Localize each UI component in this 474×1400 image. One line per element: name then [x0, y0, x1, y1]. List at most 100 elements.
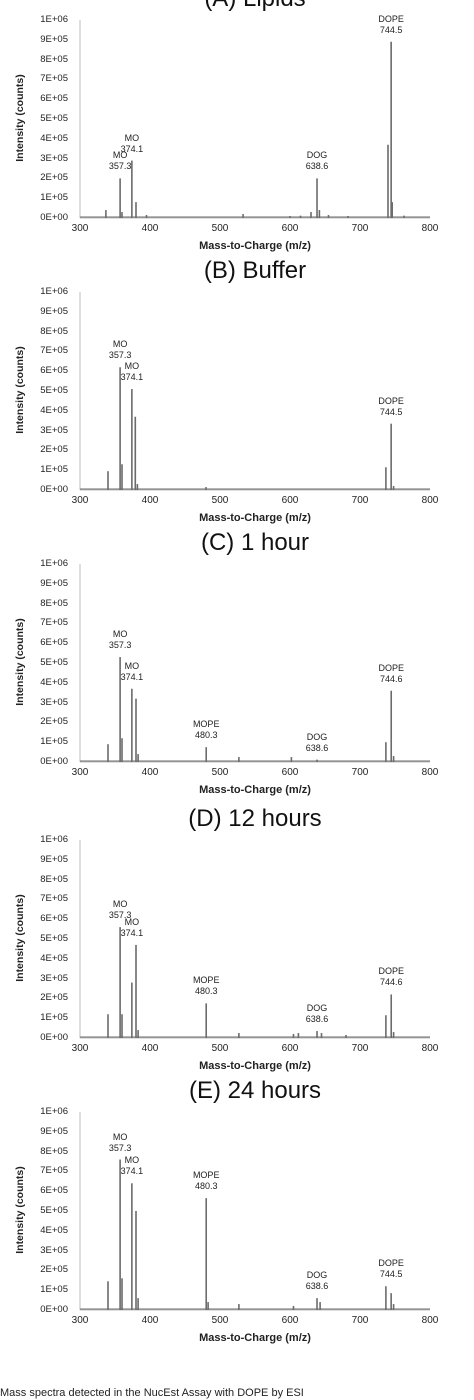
peak-mz: 480.3	[194, 730, 218, 741]
x-tick-label: 700	[351, 495, 369, 506]
y-tick-label: 3E+05	[40, 152, 68, 164]
y-axis-label: Intensity (counts)	[14, 618, 26, 706]
chart-title: (E) 24 hours	[188, 1077, 322, 1104]
y-tick-label: 1E+06	[40, 14, 68, 25]
y-tick-label: 4E+05	[40, 676, 68, 688]
peak-mz: 357.3	[108, 1142, 132, 1153]
x-tick-label: 700	[351, 767, 369, 778]
y-tick-label: 7E+05	[40, 617, 68, 629]
y-tick-label: 1E+05	[40, 1284, 68, 1296]
chart-panel-4: (D) 12 hours 0E+00 1E+05 2E+05 3E+05 4E+05 5E+…	[0, 806, 474, 1090]
peak-name: DOPE	[378, 966, 404, 977]
peak-mz: 638.6	[305, 1014, 329, 1025]
peak-name: MOPE	[192, 975, 220, 986]
x-tick-label: 500	[211, 223, 229, 234]
y-tick-label: 1E+06	[40, 286, 68, 297]
peak-label-dope: DOPE 744.5	[361, 1258, 421, 1280]
y-tick-label: 8E+05	[40, 53, 68, 65]
peak-name: DOG	[306, 1003, 328, 1014]
y-tick-label: 0E+00	[40, 756, 68, 767]
peak-name: MO	[124, 132, 140, 143]
peak-name: MO	[124, 916, 140, 927]
peak-label-mope: MOPE 480.3	[176, 975, 236, 997]
peak-mz: 480.3	[194, 986, 218, 997]
y-tick-label: 2E+05	[40, 444, 68, 456]
peak-label-dope: DOPE 744.6	[361, 966, 421, 988]
peak-mz: 638.6	[305, 161, 329, 172]
x-tick-label: 500	[211, 495, 229, 506]
chart-panel-1: (A) Lipids 0E+00 1E+05 2E+05 3E+05 4E+05 5E+05…	[0, 0, 474, 270]
y-tick-label: 6E+05	[40, 1185, 68, 1197]
y-tick-label: 1E+05	[40, 736, 68, 748]
peak-label-dope: DOPE 744.6	[361, 663, 421, 685]
x-tick-label: 800	[421, 223, 439, 234]
y-tick-label: 8E+05	[40, 325, 68, 337]
chart-panel-5: (E) 24 hours 0E+00 1E+05 2E+05 3E+05 4E+05 5E+…	[0, 1078, 474, 1362]
peak-name: MOPE	[192, 719, 220, 730]
x-tick-label: 500	[211, 1315, 229, 1326]
y-tick-label: 2E+05	[40, 992, 68, 1004]
y-axis-label: Intensity (counts)	[14, 346, 26, 434]
y-tick-label: 1E+05	[40, 1012, 68, 1024]
y-tick-label: 8E+05	[40, 873, 68, 885]
peak-name: DOG	[306, 1270, 328, 1281]
peak-mz: 374.1	[120, 927, 144, 938]
x-tick-label: 600	[281, 1315, 299, 1326]
y-tick-label: 1E+05	[40, 192, 68, 204]
peak-label-mo: MO 357.3	[90, 150, 150, 172]
peak-label-dog: DOG 638.6	[287, 1003, 347, 1025]
x-tick-label: 600	[281, 223, 299, 234]
peak-mz: 357.3	[108, 640, 132, 651]
y-tick-label: 1E+06	[40, 558, 68, 569]
y-tick-label: 2E+05	[40, 716, 68, 728]
y-tick-label: 1E+06	[40, 1106, 68, 1117]
y-tick-label: 1E+05	[40, 464, 68, 476]
y-tick-label: 4E+05	[40, 952, 68, 964]
peak-name: MO	[112, 150, 128, 161]
x-axis-label: Mass-to-Charge (m/z)	[199, 512, 311, 524]
y-tick-label: 0E+00	[40, 1032, 68, 1043]
y-tick-label: 0E+00	[40, 1304, 68, 1315]
x-tick-label: 800	[421, 767, 439, 778]
chart-title: (B) Buffer	[203, 257, 307, 284]
y-tick-label: 1E+06	[40, 834, 68, 845]
y-tick-label: 5E+05	[40, 1205, 68, 1216]
x-tick-label: 700	[351, 223, 369, 234]
spectrum-plot	[79, 1112, 430, 1311]
peak-label-dog: DOG 638.6	[287, 732, 347, 754]
peak-label-mo: MO 374.1	[102, 1155, 162, 1177]
peak-label-mo: MO 357.3	[90, 339, 150, 361]
y-tick-label: 8E+05	[40, 1145, 68, 1157]
y-tick-label: 6E+05	[40, 913, 68, 925]
peak-mz: 374.1	[120, 143, 144, 154]
peak-name: MOPE	[192, 1170, 220, 1181]
peak-label-mo: MO 374.1	[102, 917, 162, 939]
y-tick-label: 2E+05	[40, 172, 68, 184]
y-tick-label: 5E+05	[40, 933, 68, 944]
y-axis-label: Intensity (counts)	[14, 894, 26, 982]
y-tick-label: 4E+05	[40, 404, 68, 416]
peak-mz: 744.5	[379, 406, 403, 417]
x-tick-label: 800	[421, 1315, 439, 1326]
y-tick-label: 0E+00	[40, 484, 68, 495]
y-tick-label: 5E+05	[40, 657, 68, 668]
x-tick-label: 400	[141, 767, 159, 778]
spectrum-plot	[79, 840, 430, 1039]
y-tick-label: 6E+05	[40, 637, 68, 649]
y-tick-label: 3E+05	[40, 972, 68, 984]
x-tick-label: 300	[71, 767, 89, 778]
y-axis-label: Intensity (counts)	[14, 74, 26, 162]
y-tick-label: 9E+05	[40, 1125, 68, 1137]
y-tick-label: 3E+05	[40, 1244, 68, 1256]
peak-name: DOPE	[378, 395, 404, 406]
peak-mz: 374.1	[120, 671, 144, 682]
x-tick-label: 300	[71, 1315, 89, 1326]
y-tick-label: 6E+05	[40, 93, 68, 105]
x-tick-label: 700	[351, 1043, 369, 1054]
peak-label-mo: MO 374.1	[102, 661, 162, 683]
peak-name: DOG	[306, 731, 328, 742]
peak-name: DOG	[306, 150, 328, 161]
x-tick-label: 700	[351, 1315, 369, 1326]
peak-name: DOPE	[378, 1258, 404, 1269]
x-tick-label: 400	[141, 1043, 159, 1054]
